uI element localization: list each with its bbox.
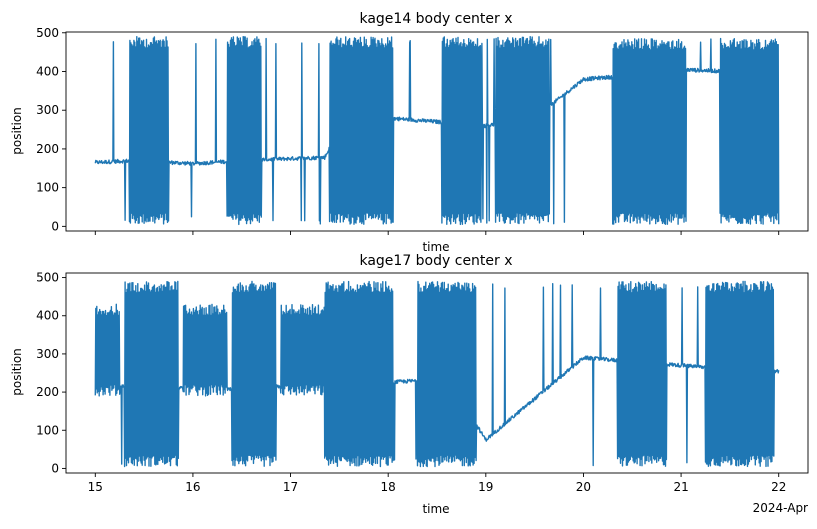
x-axis-label: time: [422, 502, 449, 516]
plot-area: 0 100 200 300 400 500 15 16 17 18 19 20 21 22: [36, 271, 809, 494]
chart-title: kage17 body center x: [359, 253, 512, 269]
chart-panel-kage14: kage14 body center x position time 0 100 2…: [10, 11, 809, 254]
y-tick-label: 0: [51, 461, 59, 475]
series-line: [94, 280, 780, 468]
chart-title: kage14 body center x: [359, 11, 512, 27]
y-tick-label: 200: [36, 385, 59, 399]
y-tick-label: 200: [36, 142, 59, 156]
y-axis-label: position: [10, 348, 24, 396]
y-tick-label: 0: [51, 219, 59, 233]
x-tick-label: 16: [185, 480, 200, 494]
x-tick-label: 15: [88, 480, 103, 494]
y-axis-label: position: [10, 107, 24, 155]
y-tick-label: 300: [36, 103, 59, 117]
x-tick-label: 17: [283, 480, 298, 494]
x-tick-label: 21: [673, 480, 688, 494]
y-tick-label: 500: [36, 271, 59, 285]
x-tick-label: 18: [381, 480, 396, 494]
x-tick-label: 19: [478, 480, 493, 494]
x-tick-label: 20: [576, 480, 591, 494]
x-axis-offset-label: 2024-Apr: [753, 501, 808, 515]
chart-panel-kage17: kage17 body center x position time 2024-…: [10, 253, 809, 516]
y-tick-label: 500: [36, 26, 59, 40]
y-tick-label: 400: [36, 309, 59, 323]
plot-frame: [65, 272, 809, 474]
y-tick-label: 100: [36, 423, 59, 437]
y-tick-label: 100: [36, 181, 59, 195]
x-tick-label: 22: [771, 480, 786, 494]
plot-area: 0 100 200 300 400 500: [36, 26, 809, 235]
y-tick-label: 300: [36, 347, 59, 361]
x-axis-label: time: [422, 240, 449, 254]
plot-frame: [65, 31, 809, 232]
series-line: [94, 36, 780, 226]
y-tick-label: 400: [36, 64, 59, 78]
